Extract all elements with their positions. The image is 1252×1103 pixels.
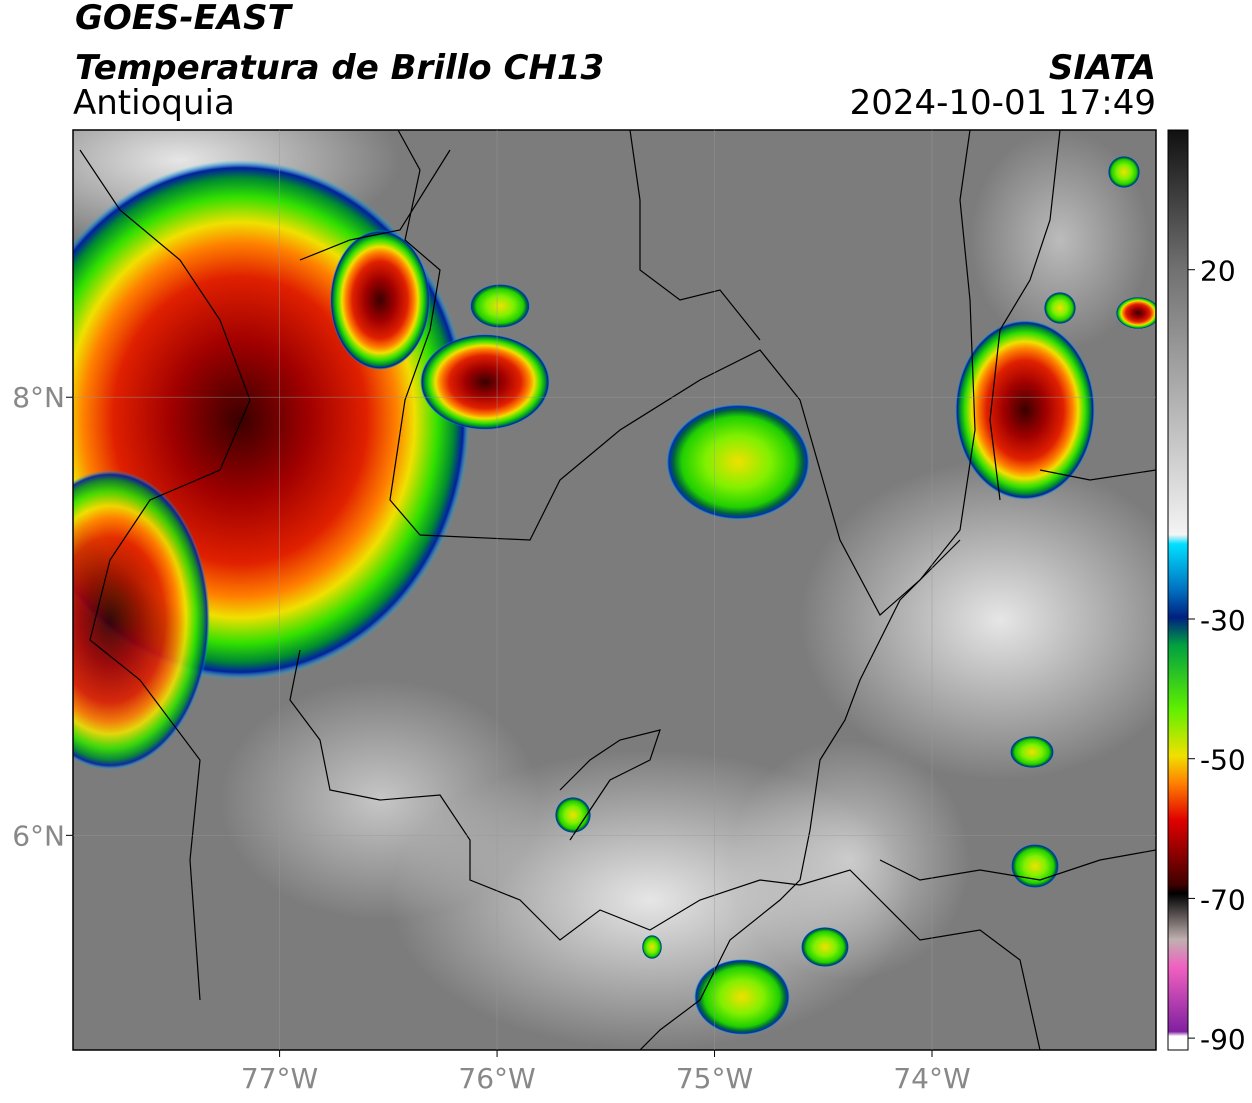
x-tick-label: 74°W: [893, 1062, 970, 1095]
satellite-image: [73, 130, 1156, 1050]
subtitle: Temperatura de Brillo CH13: [75, 48, 604, 88]
map-frame: [72, 129, 1157, 1051]
datetime: 2024-10-01 17:49: [850, 83, 1156, 123]
colorbar-label: -90: [1200, 1023, 1246, 1056]
colorbar-label: -30: [1200, 604, 1246, 637]
title: GOES-EAST: [75, 0, 294, 38]
colorbar-label: 20: [1200, 255, 1236, 288]
y-tick-label: 6°N: [12, 819, 65, 852]
colorbar: [1167, 129, 1189, 1051]
source: SIATA: [1049, 48, 1156, 88]
x-tick-label: 76°W: [458, 1062, 535, 1095]
x-tick-label: 77°W: [241, 1062, 318, 1095]
colorbar-label: -50: [1200, 744, 1246, 777]
y-tick-label: 8°N: [12, 381, 65, 414]
region: Antioquia: [73, 83, 235, 123]
x-tick-label: 75°W: [676, 1062, 753, 1095]
colorbar-label: -70: [1200, 883, 1246, 916]
